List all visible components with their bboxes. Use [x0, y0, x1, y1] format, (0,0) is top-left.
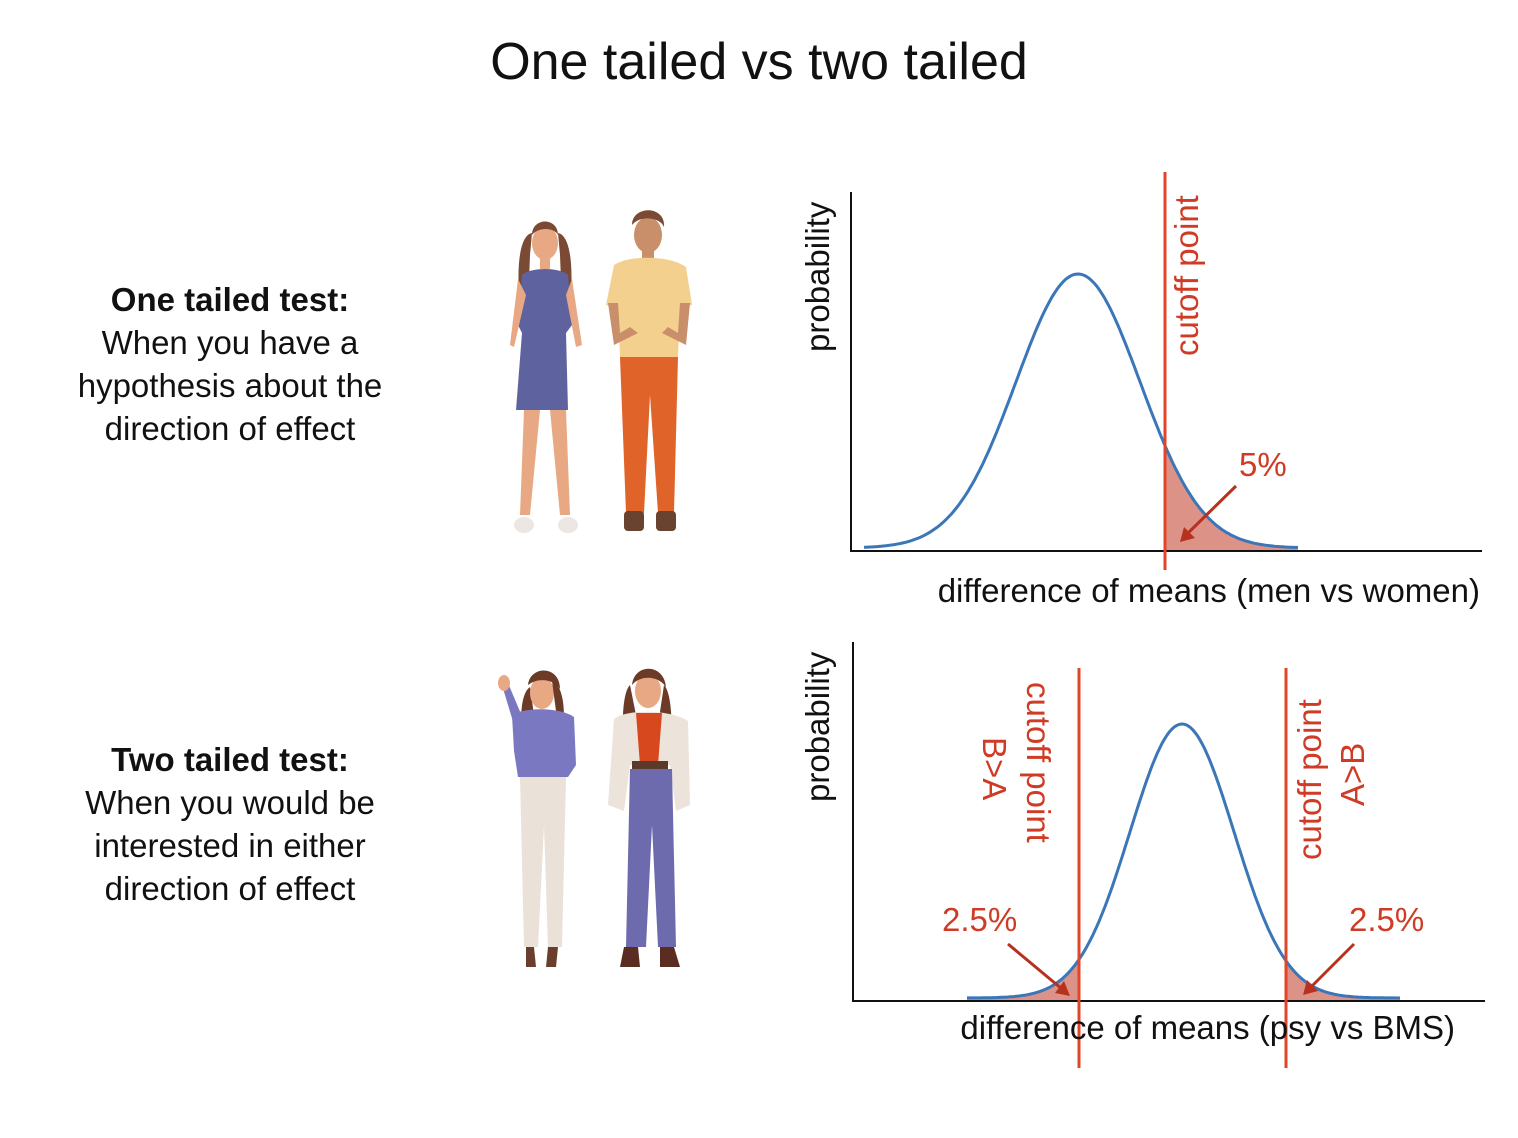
chart2-left-cutoff-label-line1: cutoff point: [1020, 682, 1057, 843]
chart2-right-shaded-tail: [1286, 960, 1400, 1001]
chart2-left-arrow-head: [1055, 981, 1070, 996]
woman-figure: [510, 221, 582, 533]
chart2-normal-curve: [967, 722, 1400, 1000]
two-tailed-line-2: interested in either: [94, 827, 366, 864]
chart2-left-shaded-tail: [967, 959, 1079, 1001]
chart2-right-cutoff-label-line2: A>B: [1334, 743, 1371, 806]
chart1-tail-label: 5%: [1239, 446, 1287, 483]
one-tailed-heading: One tailed test:: [110, 281, 350, 318]
two-tailed-line-3: direction of effect: [104, 870, 356, 907]
one-tailed-description: One tailed test: When you have a hypothe…: [30, 278, 430, 450]
chart1-arrow: [1184, 484, 1238, 537]
chart1-arrow-head: [1180, 527, 1195, 542]
chart2-x-axis-label: difference of means (psy vs BMS): [960, 1009, 1455, 1046]
chart2-left-tail-label: 2.5%: [942, 901, 1017, 938]
chart2-right-cutoff-label-line1: cutoff point: [1291, 699, 1328, 860]
man-woman-illustration: [510, 210, 692, 533]
chart2-right-tail-label: 2.5%: [1349, 901, 1424, 938]
woman-right-figure: [608, 668, 690, 967]
two-tailed-heading: Two tailed test:: [111, 741, 349, 778]
chart1-cutoff-label: cutoff point: [1168, 195, 1205, 356]
chart1-y-axis-label: probability: [799, 201, 836, 352]
one-tailed-line-1: When you have a: [101, 324, 359, 361]
woman-left-figure: [498, 670, 576, 967]
chart2-right-arrow-head: [1303, 980, 1318, 995]
chart2-left-arrow: [1007, 942, 1063, 991]
chart2-y-axis-label: probability: [799, 651, 836, 802]
two-tailed-line-1: When you would be: [85, 784, 375, 821]
man-figure: [606, 210, 692, 531]
one-tailed-line-2: hypothesis about the: [77, 367, 383, 404]
chart2-left-cutoff-label-line2: B>A: [976, 737, 1013, 800]
chart1-x-axis-label: difference of means (men vs women): [938, 572, 1480, 609]
two-tailed-description: Two tailed test: When you would be inter…: [30, 738, 430, 910]
two-women-illustration: [498, 668, 690, 967]
chart2-right-arrow: [1308, 942, 1356, 990]
page-title: One tailed vs two tailed: [490, 33, 1028, 91]
one-tailed-line-3: direction of effect: [104, 410, 356, 447]
chart1-normal-curve: [863, 272, 1299, 549]
chart1-shaded-tail: [1165, 445, 1298, 551]
